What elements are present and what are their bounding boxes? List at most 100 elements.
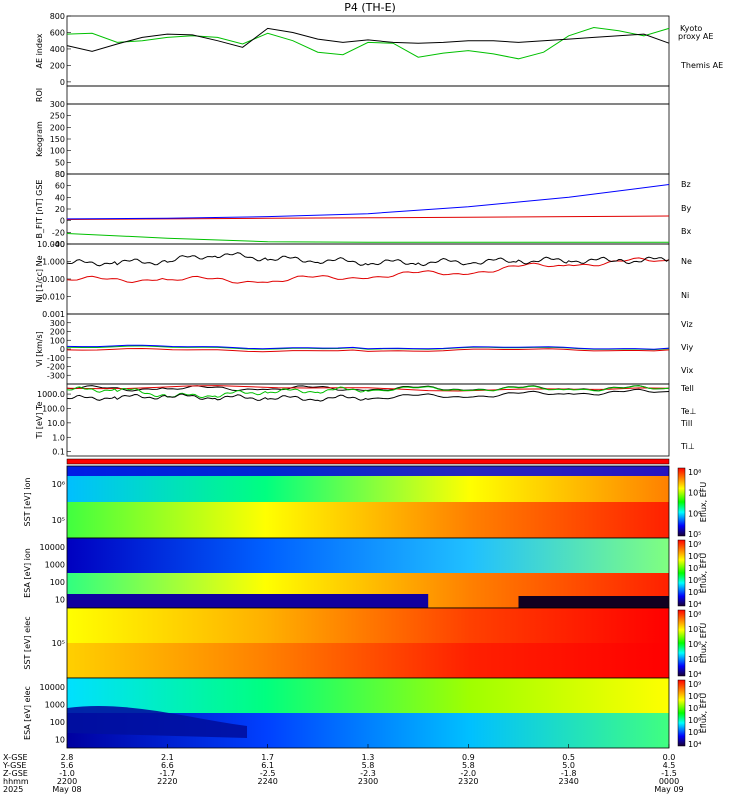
x-tick-label: 2340 <box>558 777 578 786</box>
x-tick-label: 2200 <box>57 777 77 786</box>
velocity-ytick-label: -300 <box>47 371 65 380</box>
x-tick-label: 2220 <box>157 777 177 786</box>
velocity-ytick-label: 300 <box>50 319 65 328</box>
x-tick-label: -2.0 <box>461 769 477 778</box>
esa_i-colorbar-tick: 10⁶ <box>688 576 701 585</box>
plot-title: P4 (TH-E) <box>344 1 396 14</box>
x-tick-label: 2240 <box>257 777 277 786</box>
temperature-series-till <box>66 385 670 399</box>
ae-series-kyoto-proxy-ae <box>66 26 670 60</box>
sst_e-colorbar-tick: 10⁷ <box>688 489 701 498</box>
esa_e-ytick-label: 10 <box>55 735 65 744</box>
bfield-ytick-label: 20 <box>55 205 65 214</box>
density-ytick-label: 0.001 <box>42 310 65 319</box>
bfield-ylabel: B_FIT [nT] GSE <box>35 180 44 239</box>
bfield-ytick-label: -20 <box>52 228 65 237</box>
temperature-frame <box>66 383 670 457</box>
x-tick-label: 5.6 <box>61 761 74 770</box>
esa_e-colorbar-tick: 10⁶ <box>688 716 701 725</box>
bfield-ytick-label: -40 <box>52 240 65 249</box>
bfield-ytick-label: 40 <box>55 193 65 202</box>
velocity-series-viz <box>66 347 670 353</box>
sst_e-spectrogram-lower <box>67 502 669 538</box>
status-bar <box>66 458 670 465</box>
density-ytick-label: 1.000 <box>42 258 65 267</box>
esa_e-colorbar <box>677 679 686 747</box>
esa_i-dark-band <box>518 596 669 608</box>
temperature-ytick-label: 100.0 <box>42 404 65 413</box>
roi-frame <box>66 85 670 105</box>
x-tick-label: 1.7 <box>261 753 274 762</box>
esa_i-colorbar-tick: 10⁹ <box>688 540 701 549</box>
keogram-ytick-label: 200 <box>50 123 65 132</box>
legend-tell: Tell <box>680 384 694 393</box>
esa_e-colorbar-tick: 10⁴ <box>688 740 701 749</box>
x-tick-label: -1.7 <box>160 769 176 778</box>
esa_e-ytick-label: 10000 <box>40 683 65 692</box>
legend-bz: Bz <box>681 180 691 189</box>
x-tick-label: 0.9 <box>462 753 475 762</box>
sst_e-colorbar-tick: 10⁵ <box>688 530 701 539</box>
esa_i-low-band <box>67 594 429 608</box>
sst_i2-spectrogram-lower <box>67 643 669 678</box>
sst_e-colorbar-tick: 10⁸ <box>688 468 701 477</box>
ae-ytick-label: 800 <box>50 12 65 21</box>
esa_e-ytick-label: 100 <box>50 718 65 727</box>
temperature-ytick-label: 0.1 <box>52 448 65 457</box>
velocity-ylabel: Vi [km/s] <box>35 331 44 367</box>
velocity-ytick-label: 0 <box>60 345 65 354</box>
legend-till: Till <box>680 419 692 428</box>
density-series-ne <box>66 257 670 284</box>
ae-ylabel: AE index <box>35 33 44 68</box>
temperature-ytick-label: 10.0 <box>47 419 65 428</box>
sst_e-ylabel: SST [eV] ion <box>23 478 32 527</box>
x-row-label: 2025 <box>3 785 23 794</box>
esa_e-ylabel: ESA [eV] elec <box>23 686 32 740</box>
legend-proxy-ae: proxy AE <box>678 32 713 41</box>
ae-ytick-label: 400 <box>50 45 65 54</box>
sst_e-low-band <box>67 466 669 476</box>
sst_e-ytick-label: 10⁶ <box>52 480 65 489</box>
bfield-series-bx <box>66 184 670 220</box>
legend-ni: Ni <box>681 291 689 300</box>
esa_e-colorbar-tick: 10⁵ <box>688 728 701 737</box>
x-tick-label: 6.6 <box>161 761 174 770</box>
x-tick-label: 5.0 <box>562 761 575 770</box>
bfield-series-by <box>66 233 669 243</box>
x-tick-label: 2300 <box>358 777 378 786</box>
legend-te-perp: Te⊥ <box>680 407 696 416</box>
sst_e-colorbar <box>677 467 686 537</box>
x-tick-label: 2.8 <box>61 753 74 762</box>
x-tick-label: 4.5 <box>663 761 676 770</box>
legend-bx: Bx <box>681 227 691 236</box>
panels: AE index8006004002000ROIKeogram300250200… <box>23 12 708 749</box>
x-tick-label: 2.1 <box>161 753 174 762</box>
keogram-frame <box>66 103 670 175</box>
x-tick-label: 6.1 <box>261 761 274 770</box>
keogram-ytick-label: 150 <box>50 135 65 144</box>
bfield-ytick-label: 80 <box>55 170 65 179</box>
temperature-ytick-label: 1.0 <box>52 433 65 442</box>
sst_i2-colorbar <box>677 609 686 677</box>
sst_i2-ytick-label: 10⁵ <box>52 639 65 648</box>
esa_e-dark-region <box>67 705 247 738</box>
legend-vix: Vix <box>681 366 694 375</box>
velocity-ytick-label: -200 <box>47 363 65 372</box>
ae-series-themis-ae <box>66 27 670 52</box>
esa_i-colorbar-tick: 10⁷ <box>688 564 701 573</box>
legend-themis-ae: Themis AE <box>680 61 723 70</box>
velocity-ytick-label: -100 <box>47 354 65 363</box>
x-tick-label: 1.3 <box>362 753 375 762</box>
esa_i-ytick-label: 10 <box>55 595 65 604</box>
x-tick-label: 0000 <box>659 777 679 786</box>
sst_e-colorbar-label: Eflux, EFU <box>699 482 708 523</box>
legend-ti-perp: Ti⊥ <box>680 442 695 451</box>
esa_i-ylabel: ESA [eV] ion <box>23 548 32 598</box>
bfield-frame <box>66 173 670 245</box>
x-tick-label: 5.8 <box>462 761 475 770</box>
sst_i2-ylabel: SST [eV] elec <box>23 616 32 669</box>
esa_e-colorbar-tick: 10⁸ <box>688 692 701 701</box>
ae-frame <box>66 15 670 87</box>
esa_e-spectrogram-upper <box>67 678 669 713</box>
